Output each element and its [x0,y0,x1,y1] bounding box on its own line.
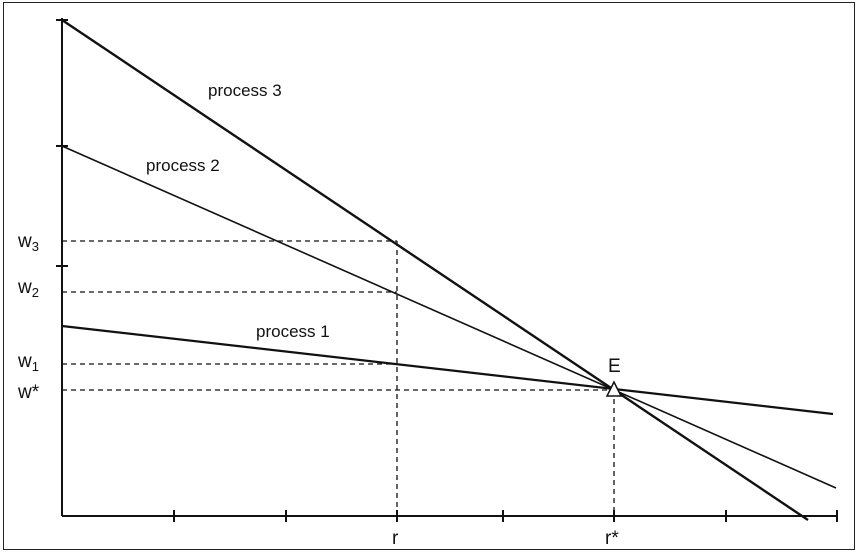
w3-label: w3 [17,231,39,254]
process-3-label: process 3 [208,81,282,100]
equilibrium-marker [605,380,623,397]
w2-label: w2 [17,277,39,300]
w3-base: w [17,231,32,252]
process-2-line [61,145,837,489]
diagram-frame [3,2,855,550]
w1-subscript: 1 [32,359,39,374]
wstar-label: w* [17,382,40,403]
w1-base: w [17,351,32,372]
rstar-label: r* [605,528,619,549]
process-3-line [61,19,809,521]
w2-subscript: 2 [32,285,39,300]
w1-label: w1 [17,351,39,374]
equilibrium-label: E [608,356,621,377]
w3-subscript: 3 [32,239,39,254]
w2-base: w [17,277,32,298]
process-1-line [61,324,834,416]
process-2-label: process 2 [146,156,220,175]
r-label: r [392,528,399,549]
process-1-label: process 1 [256,322,330,341]
